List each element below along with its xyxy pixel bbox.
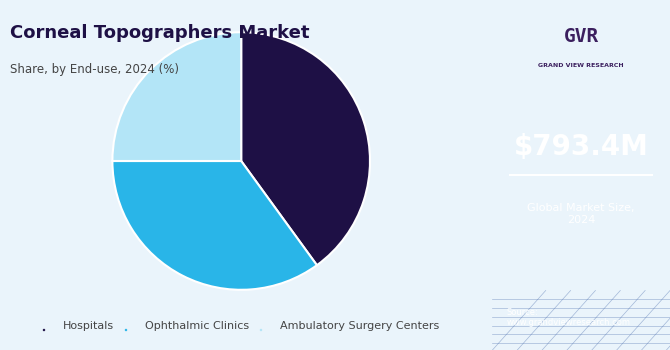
Text: Corneal Topographers Market: Corneal Topographers Market: [10, 25, 310, 42]
Legend: Hospitals, Ophthalmic Clinics, Ambulatory Surgery Centers: Hospitals, Ophthalmic Clinics, Ambulator…: [38, 316, 444, 336]
Text: $793.4M: $793.4M: [514, 133, 649, 161]
Text: GVR: GVR: [563, 27, 599, 46]
Text: Share, by End-use, 2024 (%): Share, by End-use, 2024 (%): [10, 63, 179, 76]
Wedge shape: [113, 161, 317, 290]
Wedge shape: [241, 32, 370, 265]
Wedge shape: [113, 32, 241, 161]
Text: Source:
www.grandviewresearch.com: Source: www.grandviewresearch.com: [507, 308, 630, 327]
Text: GRAND VIEW RESEARCH: GRAND VIEW RESEARCH: [539, 63, 624, 68]
Text: Global Market Size,
2024: Global Market Size, 2024: [527, 203, 635, 225]
